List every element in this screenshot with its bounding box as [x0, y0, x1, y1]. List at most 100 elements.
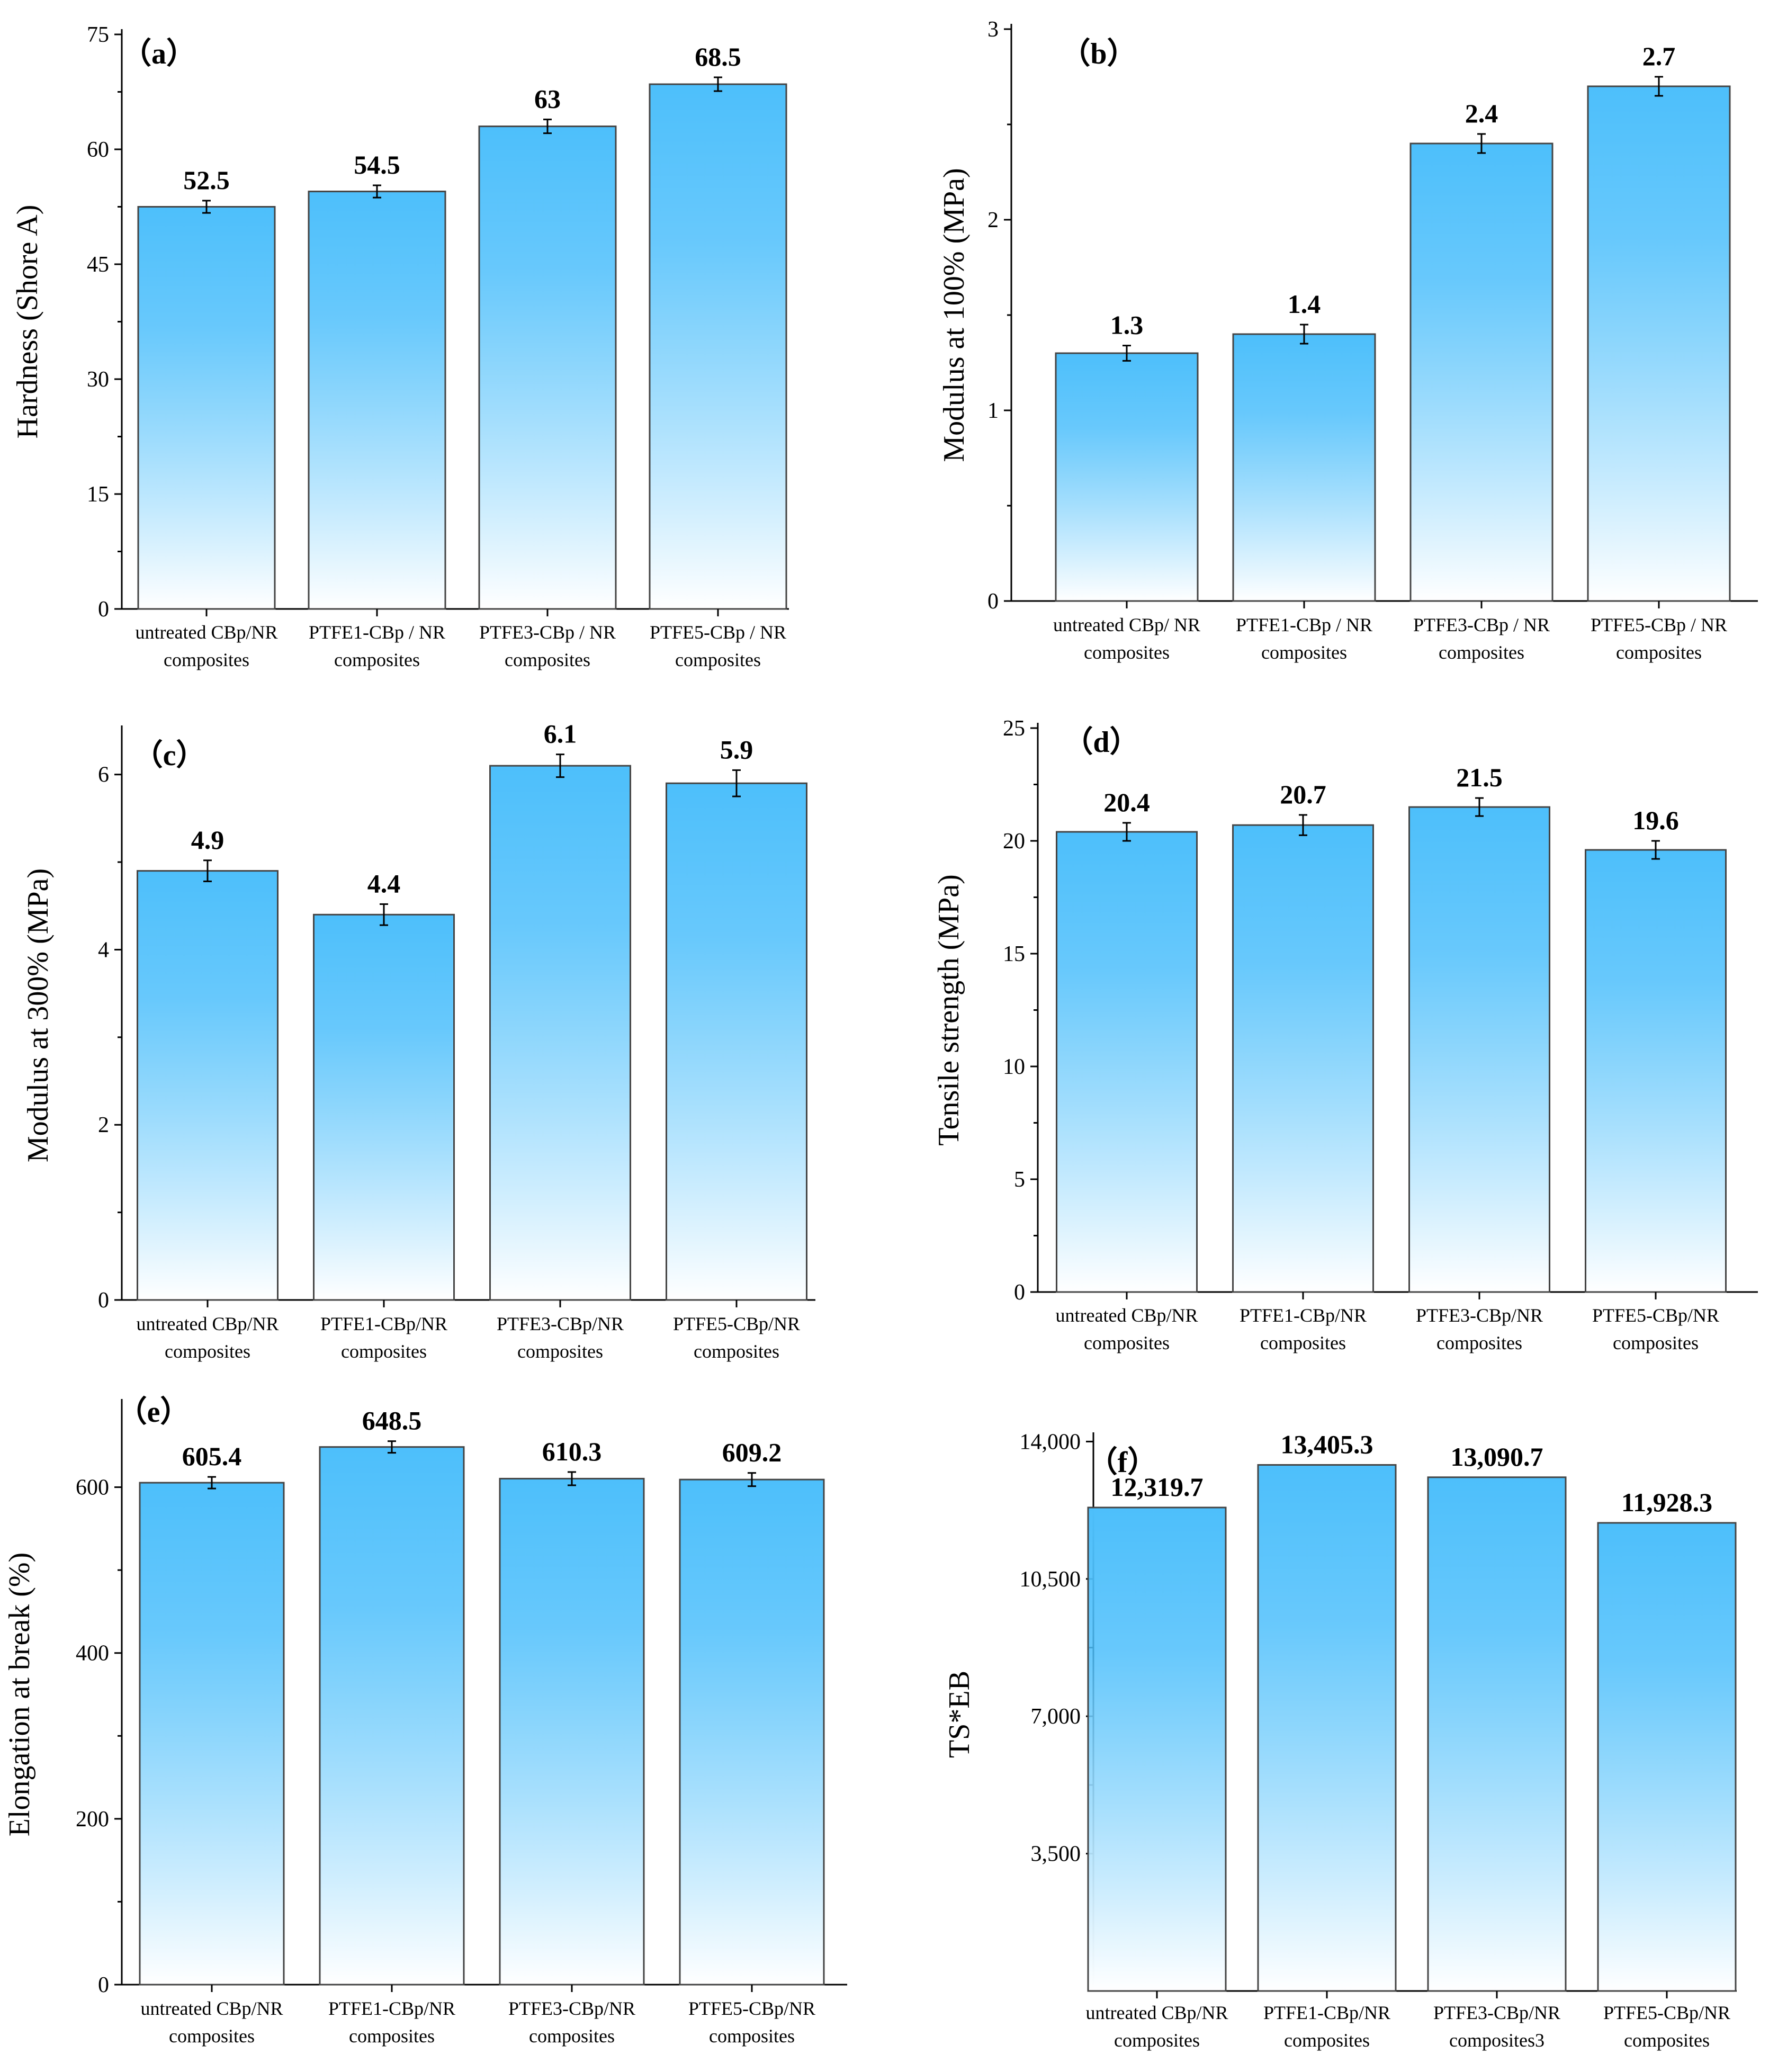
x-tick-label: PTFE3-CBp/NR [1433, 2002, 1560, 2023]
x-tick-label: PTFE1-CBp / NR [309, 622, 445, 643]
y-tick-label: 14,000 [1020, 1430, 1081, 1454]
y-tick-label: 10,500 [1020, 1567, 1081, 1592]
chart-panel-f: 3,500 7,000 10,500 14,000 TS*EB （f）12,319.7 un… [943, 1429, 1737, 2051]
bar [319, 1446, 465, 1986]
data-label: 52.5 [183, 165, 230, 195]
y-tick-label: 2 [98, 1113, 109, 1137]
y-tick-label: 20 [1003, 829, 1025, 854]
x-tick-label: composites [1260, 1332, 1346, 1353]
x-tick-label: composites [1624, 2030, 1710, 2051]
x-tick-label: PTFE3-CBp/NR [508, 1998, 635, 2019]
bar [666, 782, 807, 1301]
data-label: 12,319.7 [1111, 1472, 1204, 1502]
x-tick-label: composites [1439, 642, 1524, 663]
y-tick-label: 30 [87, 367, 109, 392]
x-tick-label: composites [169, 2025, 255, 2047]
data-label: 1.3 [1110, 310, 1144, 340]
data-label: 13,090.7 [1451, 1442, 1543, 1472]
bar [1232, 333, 1376, 602]
bar [1056, 831, 1198, 1293]
x-tick-label: composites [709, 2025, 795, 2047]
data-label: 6.1 [544, 719, 577, 749]
bar [649, 83, 787, 610]
y-tick-label: 25 [1003, 716, 1025, 741]
x-tick-label: composites [675, 649, 761, 670]
bar [1427, 1476, 1567, 1992]
x-tick-label: composites [341, 1341, 427, 1362]
x-tick-label: untreated CBp/NR [136, 622, 278, 643]
y-tick-label: 3 [987, 17, 999, 42]
y-tick-label: 60 [87, 138, 109, 162]
bar [137, 870, 279, 1301]
x-tick-label: untreated CBp/NR [1086, 2002, 1228, 2023]
x-tick-label: composites [1114, 2030, 1200, 2051]
data-label: 4.9 [191, 825, 225, 855]
data-label: 20.4 [1103, 787, 1150, 817]
y-tick-label: 5 [1014, 1168, 1025, 1192]
y-tick-label: 1 [987, 399, 999, 423]
x-tick-label: composites [517, 1341, 603, 1362]
y-axis-title: TS*EB [943, 1671, 976, 1758]
panel-label: （d） [1063, 725, 1139, 759]
y-tick-label: 15 [1003, 942, 1025, 966]
bar [1087, 1506, 1227, 1992]
data-label: 610.3 [542, 1437, 602, 1466]
data-label: 4.4 [367, 868, 401, 898]
bar [313, 913, 455, 1301]
x-tick-label: PTFE1-CBp/NR [328, 1998, 455, 2019]
bar [1055, 352, 1199, 602]
bar [1408, 806, 1550, 1293]
x-tick-label: PTFE1-CBp / NR [1236, 614, 1372, 635]
chart-panel-b: 0 1 2 3 Modulus at 100% (MPa) （b） 1.3 untreated… [938, 17, 1758, 663]
x-tick-label: composites [1084, 642, 1170, 663]
x-tick-label: composites [164, 649, 249, 670]
y-tick-label: 6 [98, 763, 109, 787]
x-tick-label: PTFE3-CBp/NR [1416, 1305, 1543, 1326]
panel-label: （c） [133, 739, 206, 772]
x-tick-label: PTFE3-CBp/NR [497, 1313, 624, 1334]
x-tick-label: PTFE1-CBp/NR [320, 1313, 447, 1334]
y-tick-label: 600 [76, 1476, 109, 1500]
x-tick-label: untreated CBp/ NR [1053, 614, 1200, 635]
chart-panel-d: 0 5 10 15 20 25 Tensile strength (MPa) （d） 20.4 u… [932, 716, 1758, 1353]
data-label: 19.6 [1632, 805, 1679, 835]
x-tick-label: untreated CBp/NR [141, 1998, 283, 2019]
data-label: 609.2 [722, 1438, 782, 1467]
y-axis-title: Tensile strength (MPa) [932, 874, 965, 1145]
bar [137, 206, 276, 610]
x-tick-label: composites [1436, 1332, 1522, 1353]
y-axis-title: Modulus at 300% (MPa) [22, 868, 55, 1162]
y-tick-label: 0 [98, 1973, 109, 1997]
x-tick-label: composites [165, 1341, 250, 1362]
x-tick-label: composites [1616, 642, 1702, 663]
y-tick-label: 0 [987, 589, 999, 614]
x-tick-label: PTFE5-CBp/NR [1603, 2002, 1730, 2023]
bar [1232, 824, 1374, 1293]
x-tick-label: PTFE3-CBp / NR [479, 622, 616, 643]
bar [1257, 1464, 1397, 1992]
x-tick-label: composites [694, 1341, 779, 1362]
bar [308, 191, 446, 610]
x-tick-label: PTFE1-CBp/NR [1240, 1305, 1367, 1326]
bar [1587, 85, 1731, 602]
bar [1597, 1522, 1737, 1992]
data-label: 21.5 [1456, 763, 1503, 792]
x-tick-label: composites [505, 649, 590, 670]
bar [489, 765, 631, 1301]
y-tick-label: 7,000 [1031, 1705, 1081, 1729]
bar [139, 1482, 285, 1986]
panel-label: （b） [1061, 37, 1136, 70]
y-tick-label: 45 [87, 253, 109, 277]
x-tick-label: PTFE5-CBp/NR [673, 1313, 800, 1334]
y-tick-label: 2 [987, 208, 999, 232]
x-tick-label: composites [334, 649, 420, 670]
bar [1585, 849, 1727, 1293]
x-tick-label: PTFE5-CBp/NR [1592, 1305, 1719, 1326]
x-tick-label: PTFE5-CBp / NR [650, 622, 786, 643]
y-tick-label: 0 [98, 597, 109, 622]
data-label: 5.9 [720, 734, 753, 764]
x-tick-label: composites [1261, 642, 1347, 663]
data-label: 605.4 [182, 1441, 242, 1471]
data-label: 63 [534, 84, 561, 114]
